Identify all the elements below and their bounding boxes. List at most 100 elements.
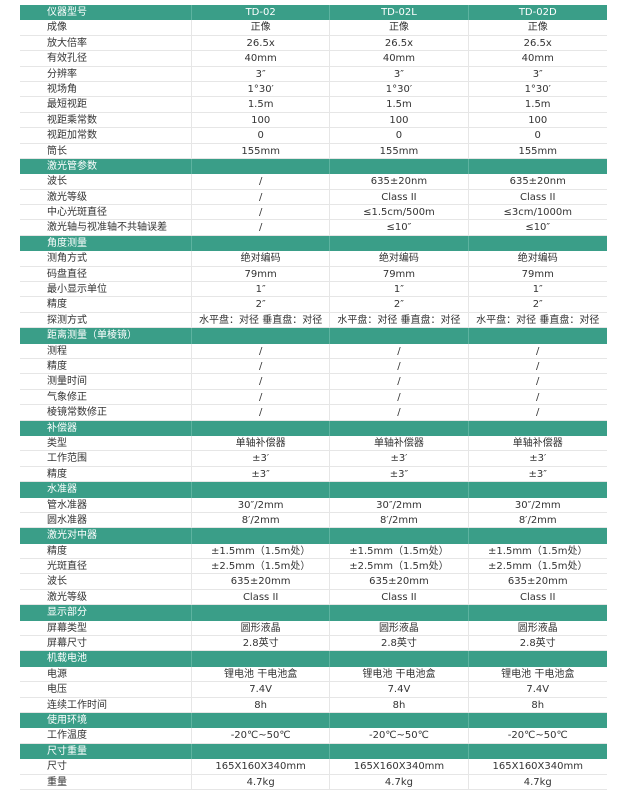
table-row: 最短视距 1.5m 1.5m 1.5m: [20, 97, 607, 113]
header-model: TD-02: [192, 5, 331, 21]
spec-value: /: [192, 358, 331, 374]
table-row: 光斑直径 ±2.5mm（1.5m处） ±2.5mm（1.5m处） ±2.5mm（1.5…: [20, 559, 607, 575]
spec-value: /: [536, 376, 540, 388]
section-cell: [330, 482, 469, 498]
spec-value: ±2.5mm（1.5m处）: [192, 559, 331, 574]
spec-value: 7.4V: [330, 682, 469, 697]
table-row: 电源 锂电池 干电池盒 锂电池 干电池盒 锂电池 干电池盒: [20, 666, 607, 683]
spec-value: Class II: [330, 589, 469, 605]
section-cell: [192, 712, 331, 729]
spec-value: 100: [330, 112, 469, 128]
spec-value: 1″: [532, 284, 543, 296]
spec-value: ≤1.5cm/500m: [330, 205, 469, 220]
spec-value: 1″: [192, 282, 331, 297]
spec-label: 最短视距: [20, 97, 192, 112]
spec-value: /: [330, 405, 469, 420]
section-cell: [330, 605, 469, 621]
spec-value: Class II: [520, 591, 556, 603]
section-cell: [192, 651, 331, 667]
spec-value: 2″: [532, 299, 543, 311]
spec-value: 圆形液晶: [517, 622, 558, 634]
spec-label: 气象修正: [20, 389, 192, 405]
table-row: 精度 ±1.5mm（1.5m处） ±1.5mm（1.5m处） ±1.5mm（1.5m处…: [20, 543, 607, 560]
spec-value: /: [192, 174, 331, 189]
spec-value: 正像: [330, 20, 469, 35]
section-cell: [192, 528, 331, 544]
spec-value: 26.5x: [330, 35, 469, 51]
spec-value: 1.5m: [192, 97, 331, 112]
spec-value: 100: [528, 114, 548, 126]
spec-value: 2.8英寸: [192, 636, 331, 651]
section-cell: [469, 328, 607, 343]
spec-value: /: [536, 391, 540, 403]
section-header-row: 激光对中器: [20, 528, 607, 544]
table-row: 有效孔径 40mm 40mm 40mm: [20, 51, 607, 67]
spec-value: 单轴补偿器: [192, 435, 331, 451]
spec-value: Class II: [192, 589, 331, 605]
section-header-row: 尺寸重量: [20, 743, 607, 760]
section-cell: [469, 236, 607, 251]
spec-value: 2″: [330, 297, 469, 312]
spec-value: 165X160X340mm: [192, 759, 331, 774]
table-row: 波长/635±20nm 635±20nm: [20, 174, 607, 190]
spec-value: 绝对编码: [330, 251, 469, 266]
spec-value: ±3′: [192, 451, 331, 466]
spec-label: 精度: [20, 297, 192, 312]
spec-value: 635±20nm: [509, 176, 566, 188]
section-title: 显示部分: [20, 605, 192, 621]
spec-value: ±2.5mm（1.5m处）: [488, 561, 588, 573]
spec-label: 视距乘常数: [20, 112, 192, 128]
table-row: 视场角 1°30′ 1°30′ 1°30′: [20, 81, 607, 98]
spec-value: 100: [192, 112, 331, 128]
spec-label: 波长: [20, 174, 192, 189]
table-row: 连续工作时间 8h 8h 8h: [20, 697, 607, 713]
spec-value: Class II: [330, 189, 469, 205]
spec-label: 成像: [20, 20, 192, 35]
spec-value: 8′/2mm: [330, 512, 469, 528]
spec-value: /: [192, 189, 331, 205]
section-cell: [192, 420, 331, 436]
spec-value: ±3′: [330, 451, 469, 466]
spec-value: 单轴补偿器: [512, 437, 563, 449]
spec-value: 正像: [192, 20, 331, 35]
spec-value: 圆形液晶: [192, 620, 331, 636]
spec-label: 电源: [20, 666, 192, 682]
spec-label: 视场角: [20, 81, 192, 97]
spec-value: /: [192, 205, 331, 220]
table-row: 工作温度 -20℃~50℃ -20℃~50℃ -20℃~50℃: [20, 728, 607, 744]
spec-value: 1°30′: [192, 81, 331, 97]
spec-label: 工作温度: [20, 728, 192, 743]
section-cell: [469, 605, 607, 620]
section-title: 使用环境: [20, 712, 192, 729]
section-cell: [469, 713, 607, 728]
spec-value: ±1.5mm（1.5m处）: [192, 543, 331, 559]
spec-value: 8′/2mm: [192, 512, 331, 528]
spec-value: /: [536, 407, 540, 419]
spec-value: ±3″: [330, 466, 469, 482]
section-cell: [330, 328, 469, 344]
spec-value: 绝对编码: [517, 253, 558, 265]
spec-value: 40mm: [330, 51, 469, 66]
spec-value: 2.8英寸: [330, 636, 469, 651]
spec-value: /: [192, 405, 331, 420]
spec-value: 锂电池 干电池盒: [501, 668, 575, 680]
spec-label: 重量: [20, 774, 192, 789]
spec-value: 165X160X340mm: [330, 759, 469, 774]
spec-value: 1°30′: [524, 83, 551, 95]
spec-value: 635±20nm: [330, 174, 469, 189]
spec-value: ≤3cm/1000m: [503, 207, 573, 219]
spec-label: 测量时间: [20, 374, 192, 389]
section-cell: [469, 159, 607, 174]
spec-label: 有效孔径: [20, 51, 192, 66]
spec-value: 正像: [527, 22, 548, 34]
spec-value: 3″: [532, 68, 543, 80]
spec-value: /: [330, 343, 469, 358]
section-header-row: 机载电池: [20, 651, 607, 667]
table-row: 气象修正 / / /: [20, 389, 607, 406]
header-model: TD-02D: [518, 7, 557, 18]
spec-label: 放大倍率: [20, 35, 192, 51]
spec-value: ±1.5mm（1.5m处）: [330, 543, 469, 559]
spec-label: 探测方式: [20, 312, 192, 328]
spec-value: -20℃~50℃: [507, 730, 568, 742]
spec-label: 激光等级: [20, 589, 192, 605]
